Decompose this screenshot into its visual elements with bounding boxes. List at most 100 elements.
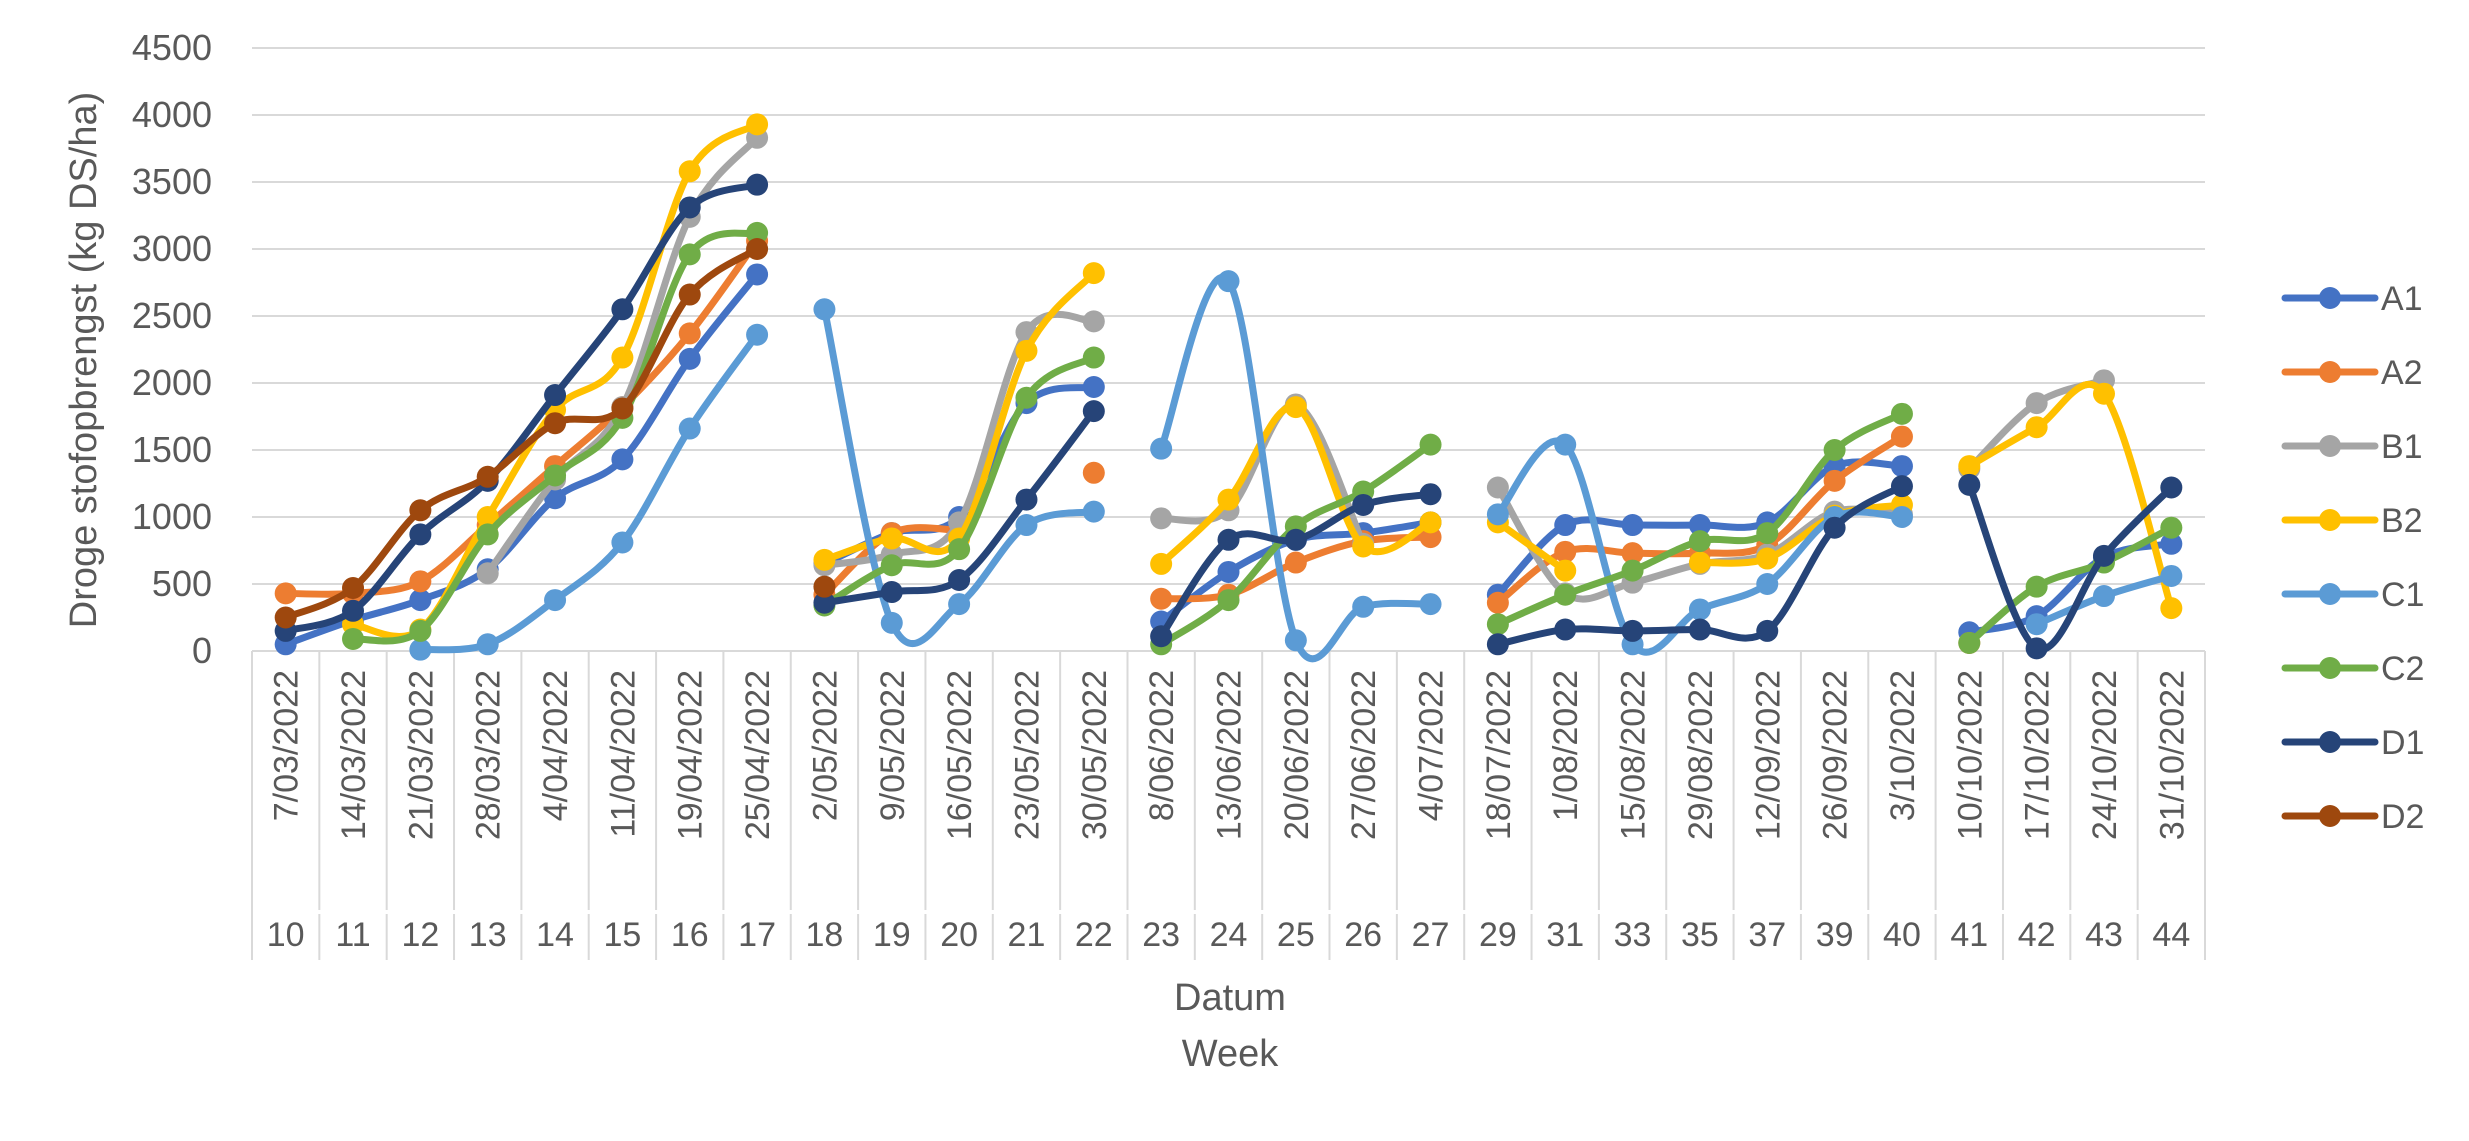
y-tick-label: 0 [192, 630, 212, 671]
data-point [1486, 591, 1509, 614]
data-point [1958, 473, 1981, 496]
x-week-label: 21 [1008, 916, 1046, 954]
x-tick-label: 14/03/2022 [335, 670, 373, 840]
data-point [1082, 461, 1105, 484]
data-point [813, 548, 836, 571]
x-tick-label: 16/05/2022 [941, 670, 979, 840]
data-point [342, 577, 365, 600]
data-point [1688, 598, 1711, 621]
x-week-label: 27 [1412, 916, 1450, 954]
data-point [409, 638, 432, 661]
data-point [1284, 528, 1307, 551]
data-point [813, 298, 836, 321]
x-tick-label: 29/08/2022 [1682, 670, 1720, 840]
data-point [2092, 544, 2115, 567]
data-point [678, 417, 701, 440]
x-tick-label: 15/08/2022 [1615, 670, 1653, 840]
data-point [409, 570, 432, 593]
data-point [2160, 532, 2183, 555]
data-point [1150, 625, 1173, 648]
data-point [544, 464, 567, 487]
data-point [880, 611, 903, 634]
x-week-label: 40 [1883, 916, 1921, 954]
data-point [1688, 551, 1711, 574]
data-point [1217, 488, 1240, 511]
data-point [2160, 564, 2183, 587]
legend-label: C1 [2381, 576, 2424, 614]
legend-swatch-marker [2319, 731, 2341, 753]
data-point [1554, 540, 1577, 563]
data-point [409, 499, 432, 522]
y-tick-label: 2000 [132, 362, 212, 403]
data-point [1217, 270, 1240, 293]
x-tick-label: 2/05/2022 [806, 670, 844, 821]
x-axis-title-week: Week [1182, 1033, 1279, 1075]
x-tick-label: 1/08/2022 [1547, 670, 1585, 821]
data-point [2160, 597, 2183, 620]
data-point [1419, 483, 1442, 506]
x-tick-label: 19/04/2022 [672, 670, 710, 840]
y-tick-label: 500 [152, 563, 212, 604]
data-point [1756, 547, 1779, 570]
x-axis: 7/03/2022 14/03/2022 21/03/2022 28/03/2022 4… [251, 651, 2206, 960]
data-point [1015, 339, 1038, 362]
series-line [1965, 481, 2175, 653]
data-point [409, 589, 432, 612]
x-week-label: 23 [1142, 916, 1180, 954]
x-week-label: 16 [671, 916, 709, 954]
data-point [746, 221, 769, 244]
legend-label: A1 [2381, 280, 2423, 318]
series-line [1965, 524, 2175, 647]
data-point [1486, 633, 1509, 656]
x-week-label: 19 [873, 916, 911, 954]
data-point [274, 606, 297, 629]
data-point [1890, 455, 1913, 478]
data-point [1958, 455, 1981, 478]
data-point [1352, 535, 1375, 558]
data-point [948, 568, 971, 591]
data-point [1823, 516, 1846, 539]
data-point [2025, 416, 2048, 439]
x-week-label: 14 [536, 916, 574, 954]
data-point [611, 531, 634, 554]
data-point [1082, 400, 1105, 423]
data-point [1958, 631, 1981, 654]
x-tick-label: 20/06/2022 [1278, 670, 1316, 840]
data-point [476, 465, 499, 488]
data-point [1217, 528, 1240, 551]
x-week-label: 31 [1546, 916, 1584, 954]
data-point [2025, 637, 2048, 660]
x-week-label: 10 [267, 916, 305, 954]
legend-label: D2 [2381, 798, 2424, 836]
data-point [746, 263, 769, 286]
series-line [820, 310, 1098, 569]
x-tick-label: 4/07/2022 [1413, 670, 1451, 821]
data-point [476, 523, 499, 546]
data-point [2092, 585, 2115, 608]
data-point [1890, 425, 1913, 448]
data-point [948, 538, 971, 561]
data-point [678, 196, 701, 219]
data-point [1419, 433, 1442, 456]
legend-item-b1: B1 [2281, 428, 2423, 466]
data-point [1486, 613, 1509, 636]
data-point [1621, 514, 1644, 537]
data-point [342, 627, 365, 650]
x-week-label: 39 [1816, 916, 1854, 954]
data-point [544, 589, 567, 612]
data-point [1486, 503, 1509, 526]
legend-label: A2 [2381, 354, 2423, 392]
series-lines [274, 113, 2183, 663]
data-point [1352, 595, 1375, 618]
x-tick-label: 10/10/2022 [1951, 670, 1989, 840]
x-tick-label: 23/05/2022 [1008, 670, 1046, 840]
data-point [2160, 516, 2183, 539]
legend-item-d1: D1 [2281, 724, 2424, 762]
data-point [1890, 506, 1913, 528]
y-tick-label: 4500 [132, 27, 212, 68]
data-point [1015, 386, 1038, 409]
x-tick-label: 9/05/2022 [874, 670, 912, 821]
data-point [1486, 476, 1509, 499]
